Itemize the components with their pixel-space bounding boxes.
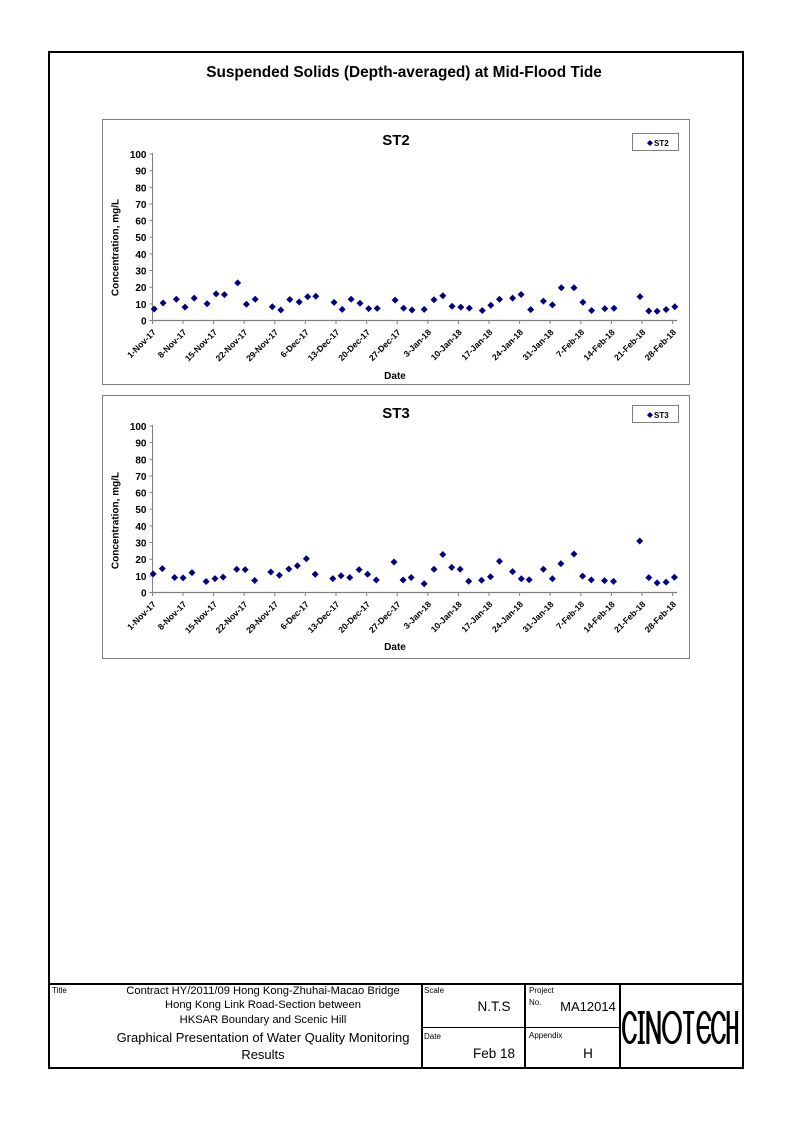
svg-text:22-Nov-17: 22-Nov-17 (213, 599, 249, 635)
svg-text:20-Dec-17: 20-Dec-17 (336, 327, 372, 363)
svg-text:31-Jan-18: 31-Jan-18 (521, 599, 556, 634)
svg-text:40: 40 (135, 250, 147, 261)
svg-text:40: 40 (135, 522, 147, 533)
svg-text:21-Feb-18: 21-Feb-18 (612, 599, 648, 635)
svg-text:14-Feb-18: 14-Feb-18 (581, 599, 617, 635)
svg-text:100: 100 (130, 150, 147, 161)
svg-text:1-Nov-17: 1-Nov-17 (125, 599, 158, 632)
svg-text:17-Jan-18: 17-Jan-18 (459, 599, 494, 634)
svg-text:27-Dec-17: 27-Dec-17 (367, 599, 403, 635)
svg-text:31-Jan-18: 31-Jan-18 (521, 327, 556, 362)
svg-text:17-Jan-18: 17-Jan-18 (459, 327, 494, 362)
svg-text:100: 100 (130, 422, 147, 433)
svg-text:10-Jan-18: 10-Jan-18 (429, 327, 464, 362)
svg-text:70: 70 (135, 472, 147, 483)
svg-text:13-Dec-17: 13-Dec-17 (306, 599, 342, 635)
svg-text:0: 0 (141, 589, 147, 600)
svg-text:13-Dec-17: 13-Dec-17 (306, 327, 342, 363)
svg-text:80: 80 (135, 455, 147, 466)
svg-text:28-Feb-18: 28-Feb-18 (643, 599, 679, 635)
svg-text:27-Dec-17: 27-Dec-17 (367, 327, 403, 363)
svg-text:80: 80 (135, 183, 147, 194)
svg-text:14-Feb-18: 14-Feb-18 (581, 327, 617, 363)
svg-text:20: 20 (135, 283, 147, 294)
svg-text:22-Nov-17: 22-Nov-17 (213, 327, 249, 363)
svg-text:10: 10 (135, 300, 147, 311)
svg-text:50: 50 (135, 233, 147, 244)
svg-text:24-Jan-18: 24-Jan-18 (490, 599, 525, 634)
svg-text:60: 60 (135, 489, 147, 500)
svg-text:0: 0 (141, 317, 147, 328)
svg-text:24-Jan-18: 24-Jan-18 (490, 327, 525, 362)
svg-text:21-Feb-18: 21-Feb-18 (612, 327, 648, 363)
svg-text:70: 70 (135, 200, 147, 211)
svg-text:30: 30 (135, 539, 147, 550)
svg-text:1-Nov-17: 1-Nov-17 (125, 327, 158, 360)
svg-text:10-Jan-18: 10-Jan-18 (429, 599, 464, 634)
svg-text:20-Dec-17: 20-Dec-17 (336, 599, 372, 635)
svg-text:10: 10 (135, 572, 147, 583)
svg-text:90: 90 (135, 439, 147, 450)
svg-text:20: 20 (135, 555, 147, 566)
svg-text:29-Nov-17: 29-Nov-17 (244, 327, 280, 363)
svg-text:29-Nov-17: 29-Nov-17 (244, 599, 280, 635)
svg-text:90: 90 (135, 167, 147, 178)
svg-text:30: 30 (135, 267, 147, 278)
svg-text:50: 50 (135, 505, 147, 516)
svg-text:28-Feb-18: 28-Feb-18 (643, 327, 679, 363)
svg-text:60: 60 (135, 217, 147, 228)
